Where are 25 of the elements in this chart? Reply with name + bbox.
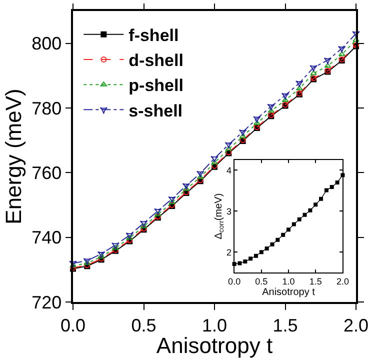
legend-label: f-shell [128, 26, 179, 45]
x-tick-label: 0.0 [60, 315, 86, 336]
x-tick-label: 1.0 [282, 276, 295, 286]
x-tick-label: 0.5 [255, 276, 268, 286]
x-tick-label: 1.5 [272, 315, 298, 336]
y-tick-label: 720 [32, 292, 62, 312]
legend-label: d-shell [128, 51, 184, 70]
x-tick-label: 2.0 [343, 315, 369, 336]
x-tick-label: 0.5 [131, 315, 156, 336]
legend-label: s-shell [128, 101, 183, 120]
y-tick-label: 4 [226, 165, 232, 176]
x-tick-label: 0.0 [228, 276, 241, 286]
y-tick-label: 780 [32, 98, 62, 118]
y-axis-title: Energy (meV) [0, 88, 26, 224]
y-tick-label: 3 [226, 206, 232, 216]
y-tick-label: 760 [32, 162, 62, 183]
x-axis-title: Anisotropy t [156, 333, 273, 358]
x-tick-label: 2.0 [336, 276, 349, 286]
x-tick-label: 1.0 [202, 315, 228, 336]
y-tick-label: 740 [32, 228, 62, 248]
y-tick-label: 2 [226, 247, 232, 258]
x-tick-label: 1.5 [309, 276, 322, 286]
legend-label: p-shell [128, 76, 184, 96]
x-axis-title: Anisotropy t [262, 286, 316, 298]
y-tick-label: 800 [32, 34, 62, 54]
